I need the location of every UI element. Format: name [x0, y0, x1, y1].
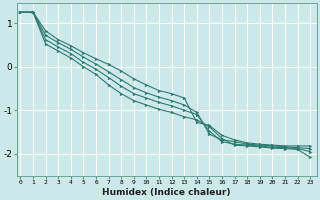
- X-axis label: Humidex (Indice chaleur): Humidex (Indice chaleur): [102, 188, 231, 197]
